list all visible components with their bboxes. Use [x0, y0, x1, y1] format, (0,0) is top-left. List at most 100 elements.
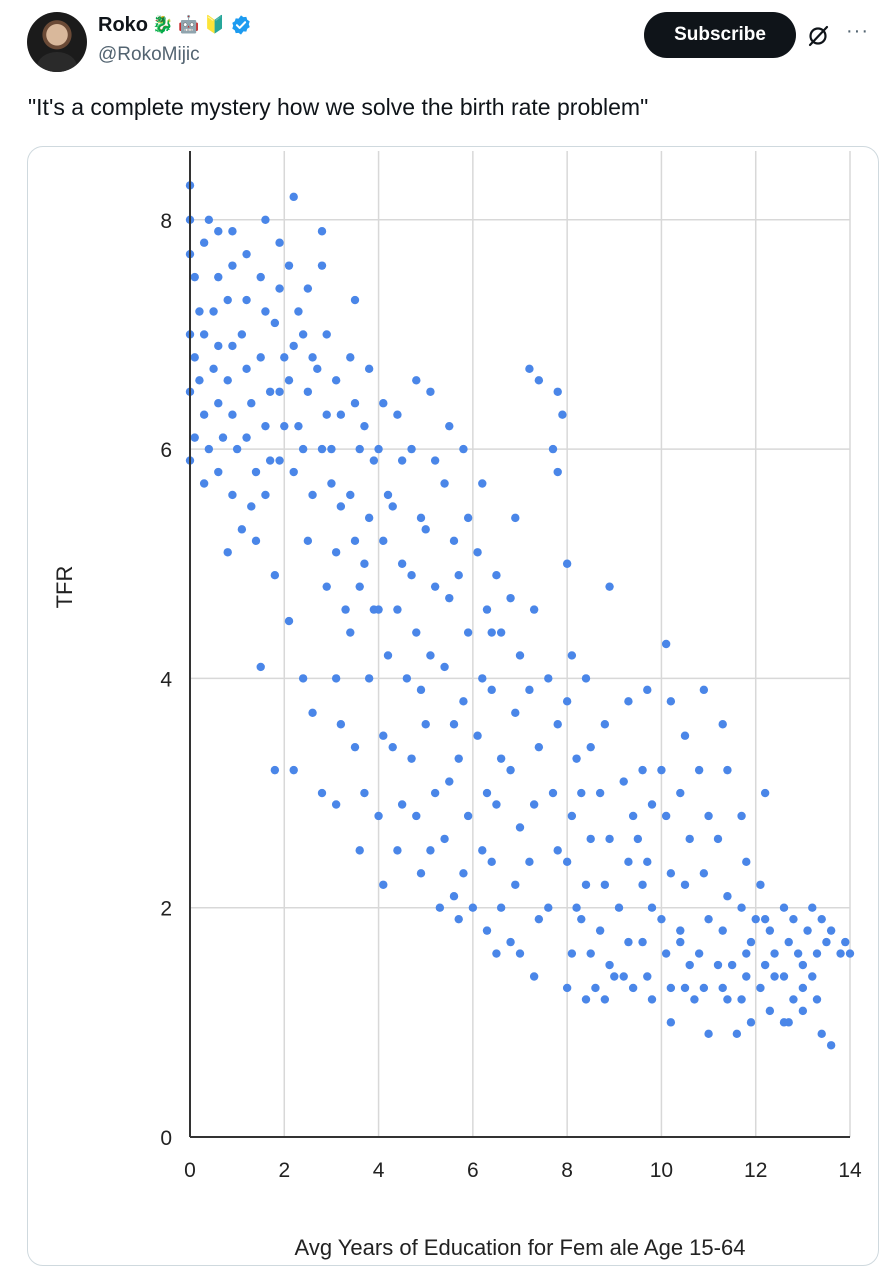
- data-point: [445, 593, 454, 603]
- data-point: [746, 1018, 756, 1027]
- data-point: [228, 490, 237, 500]
- data-point: [638, 880, 647, 889]
- more-horizontal-icon[interactable]: ···: [846, 20, 869, 42]
- data-point: [214, 467, 223, 477]
- data-point: [643, 685, 652, 695]
- data-point: [633, 834, 643, 844]
- data-point: [704, 811, 713, 821]
- data-point: [492, 571, 501, 580]
- data-point: [360, 421, 369, 431]
- data-point: [619, 777, 628, 786]
- data-point: [388, 742, 397, 752]
- data-point: [463, 628, 473, 637]
- data-point: [379, 731, 388, 740]
- data-point: [379, 536, 388, 546]
- data-point: [336, 410, 346, 419]
- data-point: [199, 330, 209, 339]
- data-point: [676, 937, 685, 947]
- data-point: [303, 284, 313, 293]
- x-tick-label: 12: [744, 1159, 767, 1182]
- data-point: [496, 628, 506, 637]
- data-point: [798, 1006, 808, 1016]
- data-point: [289, 467, 298, 477]
- data-point: [209, 307, 218, 316]
- data-point: [605, 834, 614, 844]
- data-point: [482, 605, 492, 614]
- data-point: [567, 811, 577, 821]
- data-point: [270, 318, 280, 328]
- data-point: [661, 811, 671, 821]
- post-media-chart[interactable]: 0 2 4 6 8 10 12 14 0 2 4 6 8 TFR Avg Years of Educat…: [27, 146, 879, 1266]
- data-point: [506, 593, 515, 603]
- data-point: [756, 880, 765, 889]
- data-point: [341, 605, 350, 614]
- subscribe-button[interactable]: Subscribe: [644, 12, 796, 58]
- data-point: [496, 903, 506, 912]
- data-point: [421, 525, 430, 534]
- data-point: [544, 674, 553, 683]
- data-point: [760, 914, 770, 924]
- data-point: [765, 1006, 775, 1016]
- data-point: [298, 674, 308, 683]
- data-point: [525, 685, 534, 695]
- author-handle[interactable]: @RokoMijic: [98, 44, 200, 65]
- data-point: [586, 949, 595, 958]
- data-point: [360, 788, 369, 798]
- data-point: [298, 444, 308, 454]
- data-point: [364, 364, 374, 374]
- data-point: [369, 456, 379, 465]
- data-point: [190, 353, 199, 362]
- data-point: [195, 376, 204, 385]
- chart-axes: [189, 151, 850, 1138]
- data-point: [440, 662, 449, 672]
- data-point: [548, 788, 558, 798]
- data-point: [544, 903, 553, 912]
- data-point: [718, 983, 727, 993]
- author-name-row[interactable]: Roko 🐉 🤖 🔰: [98, 12, 252, 38]
- data-point: [515, 949, 525, 958]
- data-point: [572, 903, 581, 912]
- data-point: [280, 353, 289, 362]
- data-point: [364, 513, 374, 523]
- data-point: [421, 720, 430, 729]
- data-point: [331, 548, 341, 557]
- data-point: [562, 857, 572, 867]
- data-point: [459, 444, 468, 454]
- data-point: [826, 926, 836, 935]
- data-point: [364, 674, 374, 683]
- data-point: [412, 628, 421, 637]
- data-point: [581, 674, 591, 683]
- data-point: [628, 811, 638, 821]
- data-point: [397, 456, 407, 465]
- data-point: [275, 456, 284, 465]
- data-point: [459, 697, 468, 706]
- x-tick-label: 14: [838, 1159, 862, 1182]
- data-point: [261, 307, 270, 316]
- data-point: [685, 834, 694, 844]
- data-point: [600, 880, 610, 889]
- data-point: [256, 272, 265, 282]
- data-point: [756, 983, 765, 993]
- data-point: [463, 513, 473, 523]
- data-point: [841, 937, 850, 947]
- data-point: [449, 892, 459, 901]
- data-point: [190, 433, 199, 442]
- data-point: [313, 364, 322, 374]
- data-point: [374, 605, 383, 614]
- data-point: [199, 410, 209, 419]
- data-point: [430, 456, 440, 465]
- grok-icon[interactable]: [806, 24, 830, 48]
- author-name[interactable]: Roko: [98, 13, 148, 36]
- data-point: [294, 421, 303, 431]
- data-point: [350, 742, 360, 752]
- author-avatar[interactable]: [27, 12, 87, 72]
- data-point: [256, 662, 265, 672]
- data-point: [412, 811, 421, 821]
- data-point: [251, 467, 261, 477]
- data-point: [350, 536, 360, 546]
- data-point: [393, 846, 402, 855]
- data-point: [760, 960, 770, 970]
- data-point: [577, 788, 586, 798]
- y-tick-label: 2: [160, 898, 172, 921]
- data-point: [393, 605, 402, 614]
